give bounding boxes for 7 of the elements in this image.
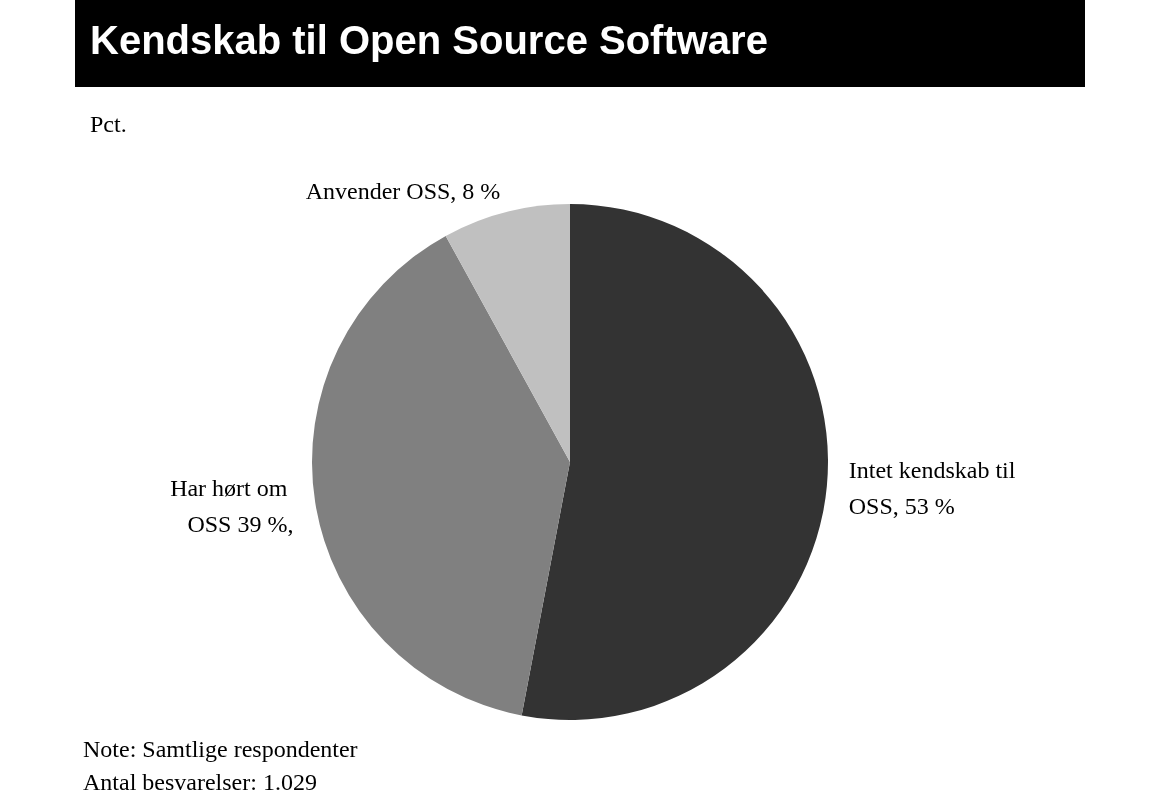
text: Antal besvarelser: 1.029 (83, 769, 317, 795)
chart-title: Kendskab til Open Source Software (90, 18, 768, 62)
text: Note: Samtlige respondenter (83, 736, 358, 762)
chart-subtitle: Pct. (90, 111, 127, 137)
slice-label: Intet kendskab til OSS, 53 % (848, 457, 1022, 520)
slice-label: Anvender OSS, 8 % (305, 177, 501, 204)
slice-label: Har hørt om OSS 39 %, (170, 474, 294, 537)
